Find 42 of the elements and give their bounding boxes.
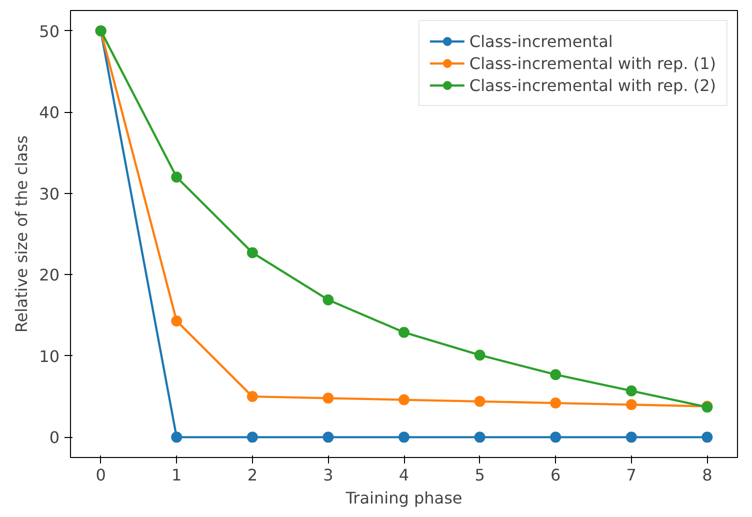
point [550,369,562,380]
point [246,247,258,258]
x-tick-label: 1 [172,466,182,484]
point [702,432,713,443]
point [550,432,562,443]
point [322,392,334,404]
y-tick-label: 20 [39,266,60,285]
x-tick-label: 0 [96,466,106,484]
point [474,396,486,407]
legend-label: Class-incremental with rep. (1) [469,54,716,72]
y-tick-label: 30 [39,184,60,204]
point [398,326,410,338]
x-tick-label: 5 [474,466,485,484]
point [171,432,182,443]
point [626,399,637,410]
point [398,432,410,443]
x-tick-label: 6 [550,466,561,484]
point [322,432,334,443]
point [171,315,182,326]
point [626,385,637,396]
x-tick-label: 8 [702,466,712,484]
point [626,432,637,443]
point [322,294,334,306]
point [246,432,258,443]
point [550,398,562,409]
point [474,432,486,443]
y-tick-label: 40 [39,103,60,122]
point [246,391,258,402]
y-tick-label: 10 [39,346,60,366]
x-tick-label: 7 [626,466,636,484]
x-tick-label: 2 [247,466,258,484]
x-tick-label: 3 [323,466,334,484]
point [171,172,182,183]
y-tick-label: 50 [39,22,60,41]
y-axis-title: Relative size of the class [12,135,32,333]
legend-label: Class-incremental [469,32,613,50]
point [474,350,486,361]
x-axis-title: Training phase [344,488,462,508]
point [398,394,410,406]
y-tick-label: 0 [49,428,60,448]
x-tick-label: 4 [398,466,410,484]
legend-label: Class-incremental with rep. (2) [469,76,716,94]
